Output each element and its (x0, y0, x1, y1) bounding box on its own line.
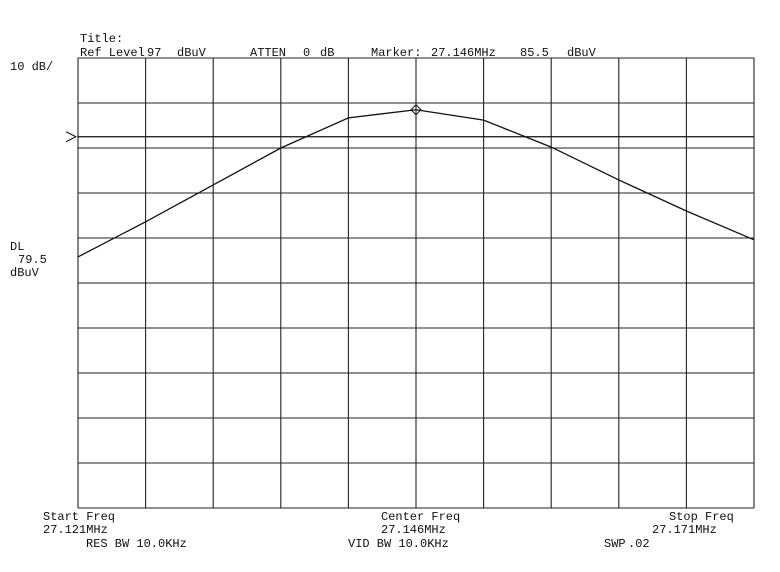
vid-bw: VID BW 10.0KHz (348, 537, 449, 551)
marker-label: Marker: (371, 46, 421, 60)
ref-level-label: Ref Level (80, 46, 145, 60)
center-freq: 27.146MHz (381, 523, 446, 537)
stop-label: Stop Freq (669, 510, 734, 524)
swp-label: SWP (604, 537, 626, 551)
center-label: Center Freq (381, 510, 460, 524)
atten-unit: dB (320, 46, 334, 60)
marker-unit: dBuV (567, 46, 597, 60)
start-label: Start Freq (43, 510, 115, 524)
stop-freq: 27.171MHz (652, 523, 717, 537)
marker-freq: 27.146MHz (431, 46, 496, 60)
ref-unit: dBuV (177, 46, 207, 60)
scale-label: 10 dB/ (10, 60, 53, 74)
swp: .02 (628, 537, 650, 551)
title-label: Title: (80, 32, 123, 46)
dl-label: DL (10, 240, 24, 254)
trace (77, 109, 755, 258)
display-line-pointer (65, 131, 78, 143)
ref-level: 97 (147, 46, 161, 60)
marker (410, 104, 422, 116)
atten-label: ATTEN (250, 46, 286, 60)
res-bw: RES BW 10.0KHz (86, 537, 187, 551)
marker-level: 85.5 (520, 46, 549, 60)
start-freq: 27.121MHz (43, 523, 108, 537)
dl-value: 79.5 (18, 253, 47, 267)
dl-unit: dBuV (10, 266, 40, 280)
atten: 0 (303, 46, 310, 60)
